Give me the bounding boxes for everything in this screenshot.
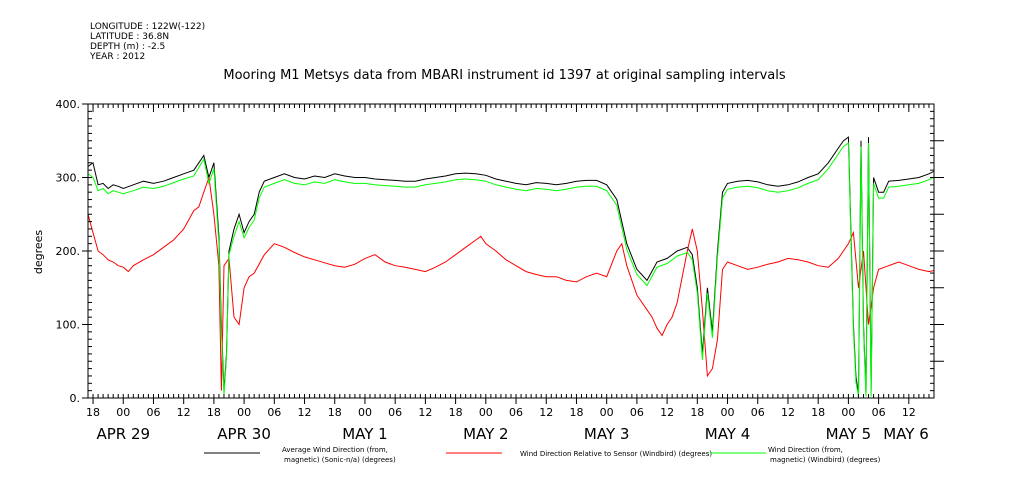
x-tick-label: 12 — [781, 406, 795, 419]
x-tick-label: 06 — [267, 406, 281, 419]
x-day-label: MAY 6 — [883, 425, 929, 443]
x-tick-label: 00 — [841, 406, 855, 419]
x-tick-label: 12 — [660, 406, 674, 419]
year-label: YEAR : 2012 — [90, 52, 146, 62]
x-day-label: MAY 1 — [342, 425, 388, 443]
y-tick-label: 400. — [56, 98, 81, 111]
x-tick-label: 00 — [600, 406, 614, 419]
y-tick-label: 200. — [56, 245, 81, 258]
legend-label-3: Wind Direction (from, — [768, 446, 843, 454]
y-tick-label: 100. — [56, 319, 81, 332]
x-tick-label: 12 — [298, 406, 312, 419]
plot-frame — [87, 103, 935, 399]
x-day-label: MAY 2 — [463, 425, 509, 443]
x-tick-label: 06 — [630, 406, 644, 419]
x-tick-label: 12 — [418, 406, 432, 419]
x-tick-label: 12 — [539, 406, 553, 419]
x-tick-label: 18 — [328, 406, 342, 419]
x-tick-label: 00 — [237, 406, 251, 419]
x-tick-label: 00 — [358, 406, 372, 419]
x-tick-label: 18 — [690, 406, 704, 419]
x-tick-label: 12 — [177, 406, 191, 419]
x-day-label: MAY 4 — [705, 425, 751, 443]
x-tick-label: 12 — [902, 406, 916, 419]
x-tick-label: 00 — [721, 406, 735, 419]
x-day-label: MAY 3 — [584, 425, 630, 443]
y-tick-label: 300. — [56, 172, 81, 185]
y-axis-label: degrees — [32, 230, 45, 275]
metadata-block: LONGITUDE : 122W(-122) LATITUDE : 36.8N … — [90, 22, 205, 62]
x-day-label: APR 30 — [217, 425, 271, 443]
x-tick-label: 18 — [569, 406, 583, 419]
y-tick-label: 0. — [70, 392, 81, 405]
depth-label: DEPTH (m) : -2.5 — [90, 42, 166, 52]
longitude-label: LONGITUDE : 122W(-122) — [90, 22, 206, 32]
latitude-label: LATITUDE : 36.8N — [90, 32, 170, 42]
x-tick-label: 06 — [872, 406, 886, 419]
x-tick-label: 00 — [479, 406, 493, 419]
x-day-label: APR 29 — [96, 425, 150, 443]
x-tick-label: 18 — [449, 406, 463, 419]
x-tick-label: 18 — [86, 406, 100, 419]
chart-title: Mooring M1 Metsys data from MBARI instru… — [223, 68, 786, 83]
series-line-3 — [88, 142, 934, 397]
x-tick-label: 06 — [146, 406, 160, 419]
x-tick-label: 06 — [751, 406, 765, 419]
legend-label-1: Average Wind Direction (from, — [282, 446, 388, 454]
x-tick-label: 00 — [116, 406, 130, 419]
x-day-label: MAY 5 — [826, 425, 872, 443]
x-tick-label: 06 — [388, 406, 402, 419]
x-tick-label: 18 — [811, 406, 825, 419]
x-tick-label: 18 — [207, 406, 221, 419]
x-tick-label: 06 — [509, 406, 523, 419]
legend-label-2: Wind Direction Relative to Sensor (Windb… — [520, 450, 712, 458]
legend-label-3: magnetic) (Windbird) (degrees) — [770, 456, 881, 464]
legend-label-1: magnetic) (Sonic-n/a) (degrees) — [284, 456, 396, 464]
